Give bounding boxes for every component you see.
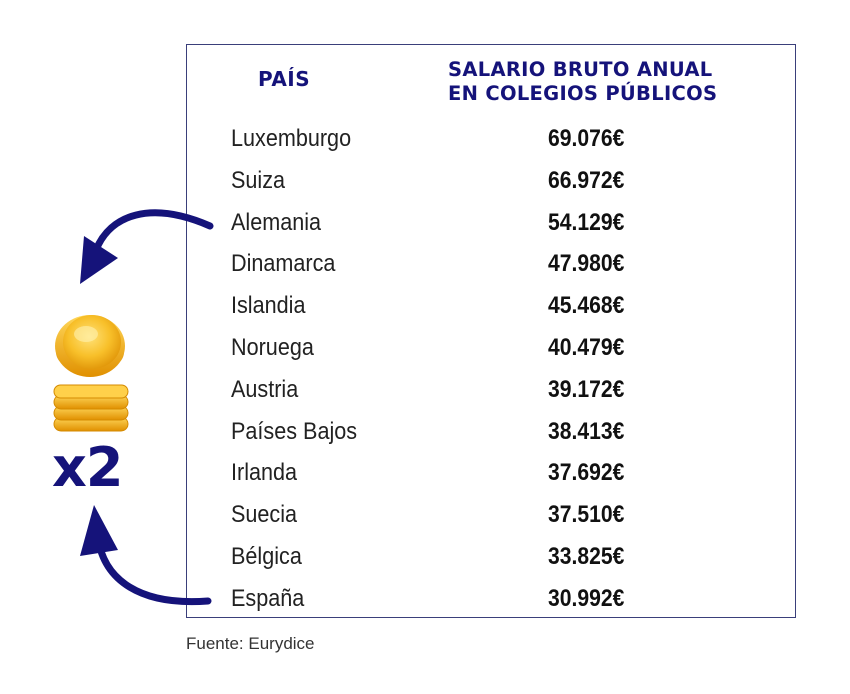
country-name: Islandia <box>231 292 306 320</box>
country-column-header: PAÍS <box>258 67 311 91</box>
table-row: Irlanda 37.692€ <box>0 451 850 493</box>
country-name: Austria <box>231 375 299 403</box>
country-name: Noruega <box>231 333 314 361</box>
salary-value: 69.076€ <box>548 125 625 152</box>
salary-header-line1: SALARIO BRUTO ANUAL <box>448 58 713 81</box>
country-name: Países Bajos <box>231 417 358 445</box>
salary-table-body: Luxemburgo 69.076€ Suiza 66.972€ Alemani… <box>0 117 850 619</box>
country-name: Luxemburgo <box>231 125 352 152</box>
country-name: España <box>231 584 305 612</box>
table-row: Países Bajos 38.413€ <box>0 410 850 452</box>
salary-value: 37.692€ <box>548 459 625 487</box>
salary-value: 66.972€ <box>548 166 625 194</box>
salary-value: 30.992€ <box>548 584 625 612</box>
table-row: Suecia 37.510€ <box>0 493 850 535</box>
salary-table-frame <box>186 44 796 618</box>
country-name: Suecia <box>231 501 298 529</box>
table-row: Islandia 45.468€ <box>0 284 850 326</box>
salary-value: 40.479€ <box>548 333 625 361</box>
source-note: Fuente: Eurydice <box>186 634 315 653</box>
salary-value: 38.413€ <box>548 417 625 445</box>
salary-value: 33.825€ <box>548 542 625 570</box>
coin-stack-icon <box>53 384 129 432</box>
country-name: Dinamarca <box>231 250 336 278</box>
country-name: Irlanda <box>231 459 298 487</box>
table-row: Austria 39.172€ <box>0 368 850 410</box>
coin-icon <box>55 315 125 377</box>
salary-value: 47.980€ <box>548 250 625 278</box>
country-name: Alemania <box>231 208 322 236</box>
salary-header-line2: EN COLEGIOS PÚBLICOS <box>448 82 718 105</box>
country-name: Bélgica <box>231 542 302 570</box>
table-row: Alemania 54.129€ <box>0 201 850 243</box>
multiplier-label: x2 <box>52 436 123 499</box>
country-name: Suiza <box>231 166 286 194</box>
salary-value: 39.172€ <box>548 375 625 403</box>
curved-arrow-icon <box>80 505 212 606</box>
salary-value: 37.510€ <box>548 501 625 529</box>
salary-value: 54.129€ <box>548 208 625 236</box>
table-row: España 30.992€ <box>0 577 850 619</box>
salary-column-header: SALARIO BRUTO ANUAL EN COLEGIOS PÚBLICOS <box>448 58 717 106</box>
table-row: Suiza 66.972€ <box>0 159 850 201</box>
table-row: Bélgica 33.825€ <box>0 535 850 577</box>
table-row: Noruega 40.479€ <box>0 326 850 368</box>
curved-arrow-icon <box>80 209 214 284</box>
table-row: Dinamarca 47.980€ <box>0 242 850 284</box>
table-row: Luxemburgo 69.076€ <box>0 117 850 159</box>
salary-value: 45.468€ <box>548 292 625 320</box>
